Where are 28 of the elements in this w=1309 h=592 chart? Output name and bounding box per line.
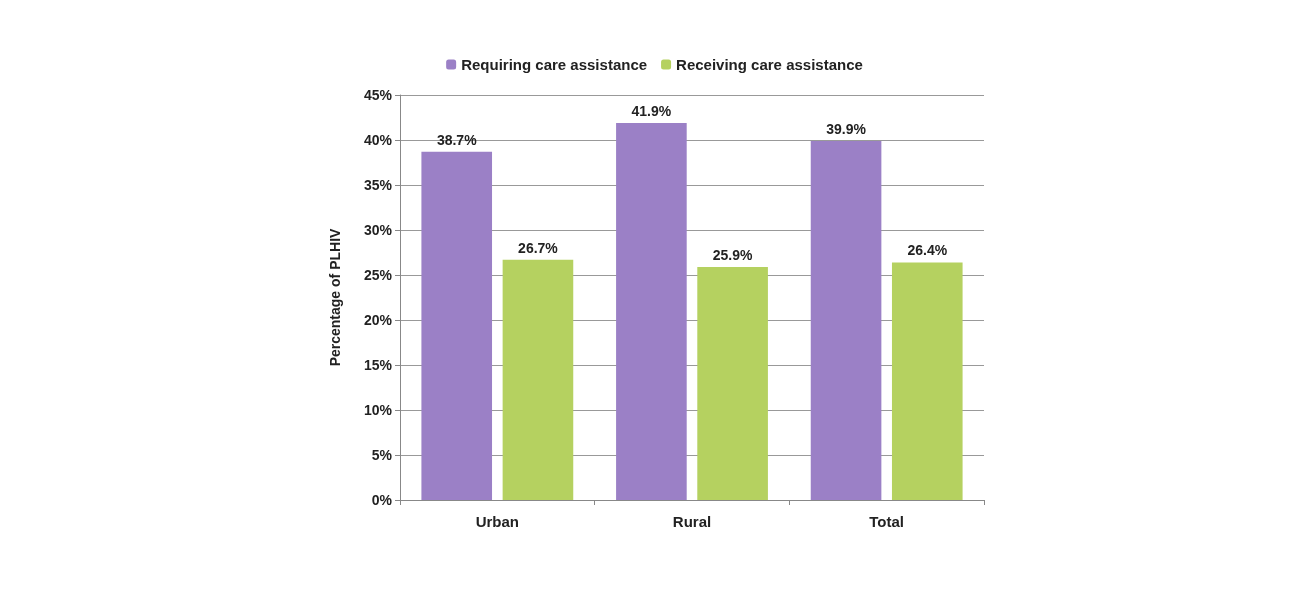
x-tick-label: Total — [869, 513, 905, 530]
bar — [421, 151, 493, 500]
y-axis-title: Percentage of PLHIV — [327, 227, 343, 367]
legend-label: Receiving care assistance — [676, 56, 863, 73]
bar — [616, 122, 687, 500]
x-tick-label: Rural — [672, 513, 712, 530]
y-tick-label: 40% — [363, 132, 393, 148]
legend-label: Requiring care assistance — [461, 56, 648, 73]
y-tick-label: 30% — [363, 222, 393, 238]
data-label: 41.9% — [631, 102, 672, 119]
y-tick-label: 5% — [371, 447, 393, 463]
data-label: 39.9% — [826, 120, 867, 137]
y-tick-label: 20% — [363, 312, 393, 328]
bar — [810, 140, 882, 500]
x-tick-label: Urban — [475, 513, 520, 530]
y-tick-label: 35% — [363, 177, 393, 193]
data-label: 26.7% — [518, 239, 559, 256]
y-tick-label: 45% — [363, 87, 393, 103]
data-label: 26.4% — [907, 242, 948, 259]
y-tick-label: 25% — [363, 267, 393, 283]
y-tick-label: 0% — [371, 492, 393, 508]
y-tick-label: 15% — [363, 357, 393, 373]
data-label: 38.7% — [436, 131, 478, 148]
bar — [891, 262, 963, 500]
bar — [502, 259, 574, 500]
data-label: 25.9% — [712, 246, 753, 263]
y-tick-label: 10% — [363, 402, 393, 418]
bar — [697, 266, 768, 500]
